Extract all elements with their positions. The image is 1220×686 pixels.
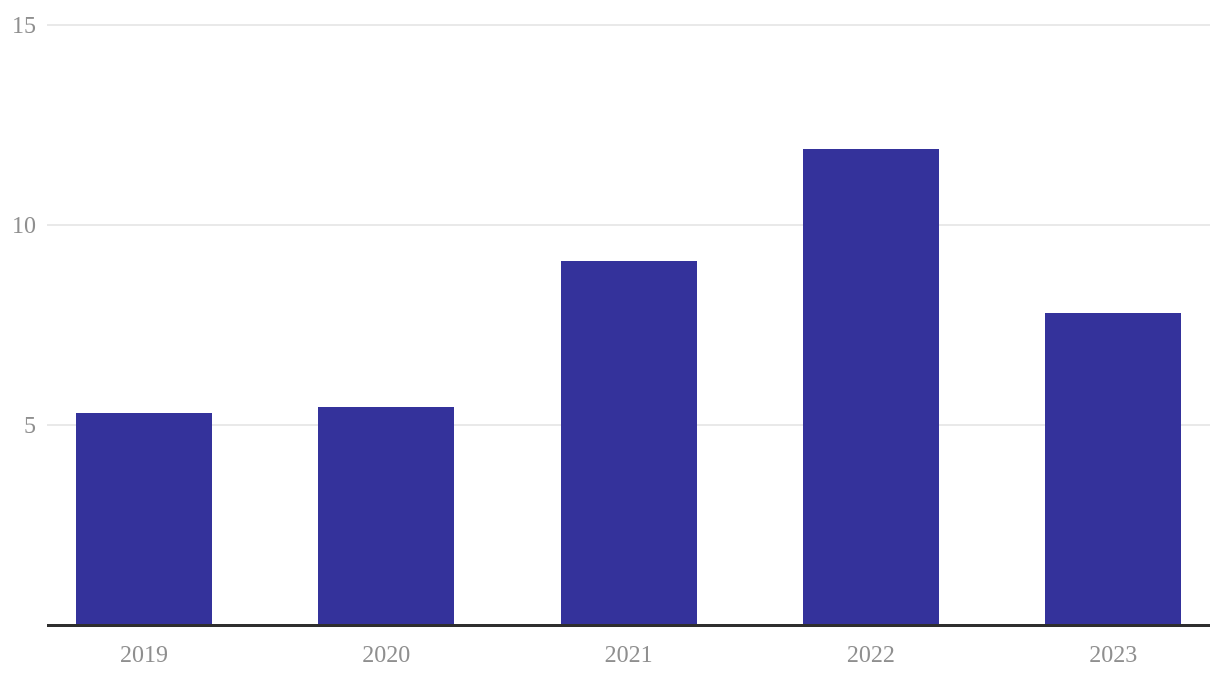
x-tick-label: 2019 (120, 642, 168, 668)
y-tick-label: 15 (12, 13, 36, 39)
x-tick-label: 2020 (362, 642, 411, 668)
y-tick-label: 5 (24, 413, 36, 439)
x-axis-line (47, 624, 1210, 627)
bar-2020 (318, 407, 455, 625)
x-tick-label: 2021 (604, 642, 653, 668)
gridline (47, 224, 1210, 226)
bar-2019 (76, 413, 212, 625)
bar-2021 (560, 261, 697, 625)
y-tick-label: 10 (12, 213, 36, 239)
gridline (47, 24, 1210, 26)
x-tick-label: 2022 (846, 642, 895, 668)
x-tick-label: 2023 (1089, 642, 1138, 668)
bar-2023 (1045, 313, 1182, 625)
bar-2022 (802, 149, 939, 625)
